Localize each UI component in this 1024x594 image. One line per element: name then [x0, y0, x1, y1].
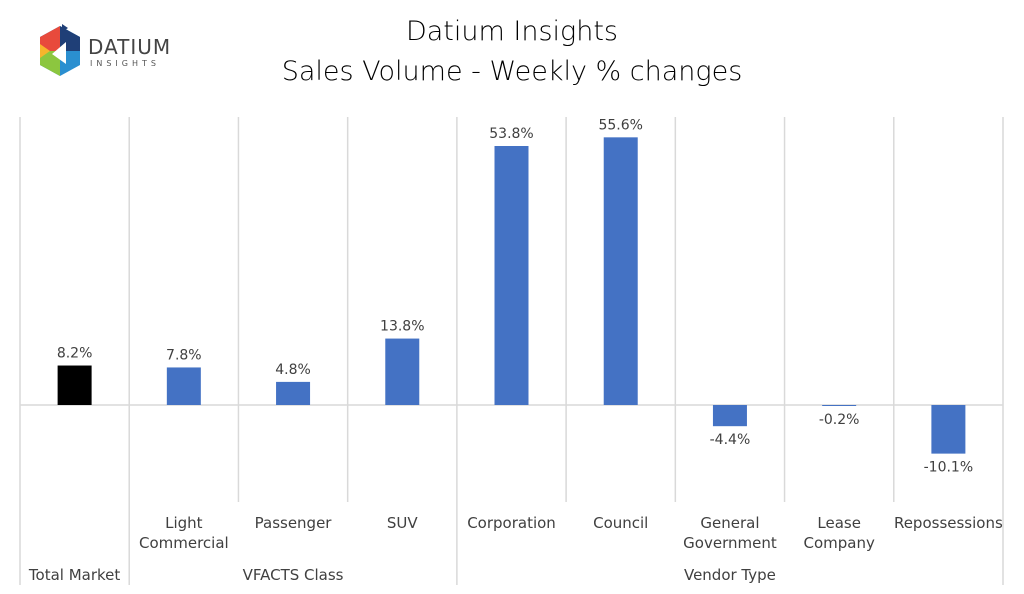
- datium-logo: DATIUM INSIGHTS: [38, 24, 178, 84]
- datium-logo-icon: DATIUM INSIGHTS: [40, 24, 171, 76]
- category-label: Light: [165, 514, 203, 532]
- group-label: Vendor Type: [684, 566, 776, 584]
- chart-title: Datium Insights: [405, 16, 619, 47]
- bar-corporation: [494, 146, 529, 405]
- bar-council: [603, 137, 638, 405]
- category-label: Commercial: [139, 534, 229, 552]
- category-label: Repossessions: [894, 514, 1003, 532]
- group-label: Total Market: [28, 566, 120, 584]
- bar-repossessions: [931, 405, 966, 454]
- category-label: General: [700, 514, 759, 532]
- bar-general-government: [712, 405, 747, 427]
- category-label: Lease: [817, 514, 861, 532]
- data-label: -4.4%: [710, 432, 751, 448]
- category-label: Council: [593, 514, 648, 532]
- chart-subtitle: Sales Volume - Weekly % changes: [281, 56, 743, 87]
- data-label: 53.8%: [489, 126, 533, 142]
- category-label: SUV: [387, 514, 419, 532]
- bar-light-commercial: [166, 367, 201, 405]
- svg-text:DATIUM: DATIUM: [88, 35, 171, 59]
- bar-lease-company: [822, 405, 857, 406]
- group-label: VFACTS Class: [243, 566, 344, 584]
- data-label: 4.8%: [275, 362, 311, 378]
- bar-passenger: [276, 381, 311, 405]
- svg-text:INSIGHTS: INSIGHTS: [90, 59, 160, 68]
- data-label: -10.1%: [924, 460, 974, 476]
- category-label: Corporation: [467, 514, 556, 532]
- bar-suv: [385, 338, 420, 405]
- data-label: -0.2%: [819, 412, 860, 428]
- data-label: 7.8%: [166, 347, 202, 363]
- data-label: 8.2%: [57, 346, 93, 362]
- bar-total-market: [57, 365, 92, 405]
- data-label: 13.8%: [380, 319, 424, 335]
- category-label: Company: [803, 534, 874, 552]
- category-label: Government: [683, 534, 777, 552]
- data-label: 55.6%: [598, 117, 642, 133]
- category-label: Passenger: [255, 514, 333, 532]
